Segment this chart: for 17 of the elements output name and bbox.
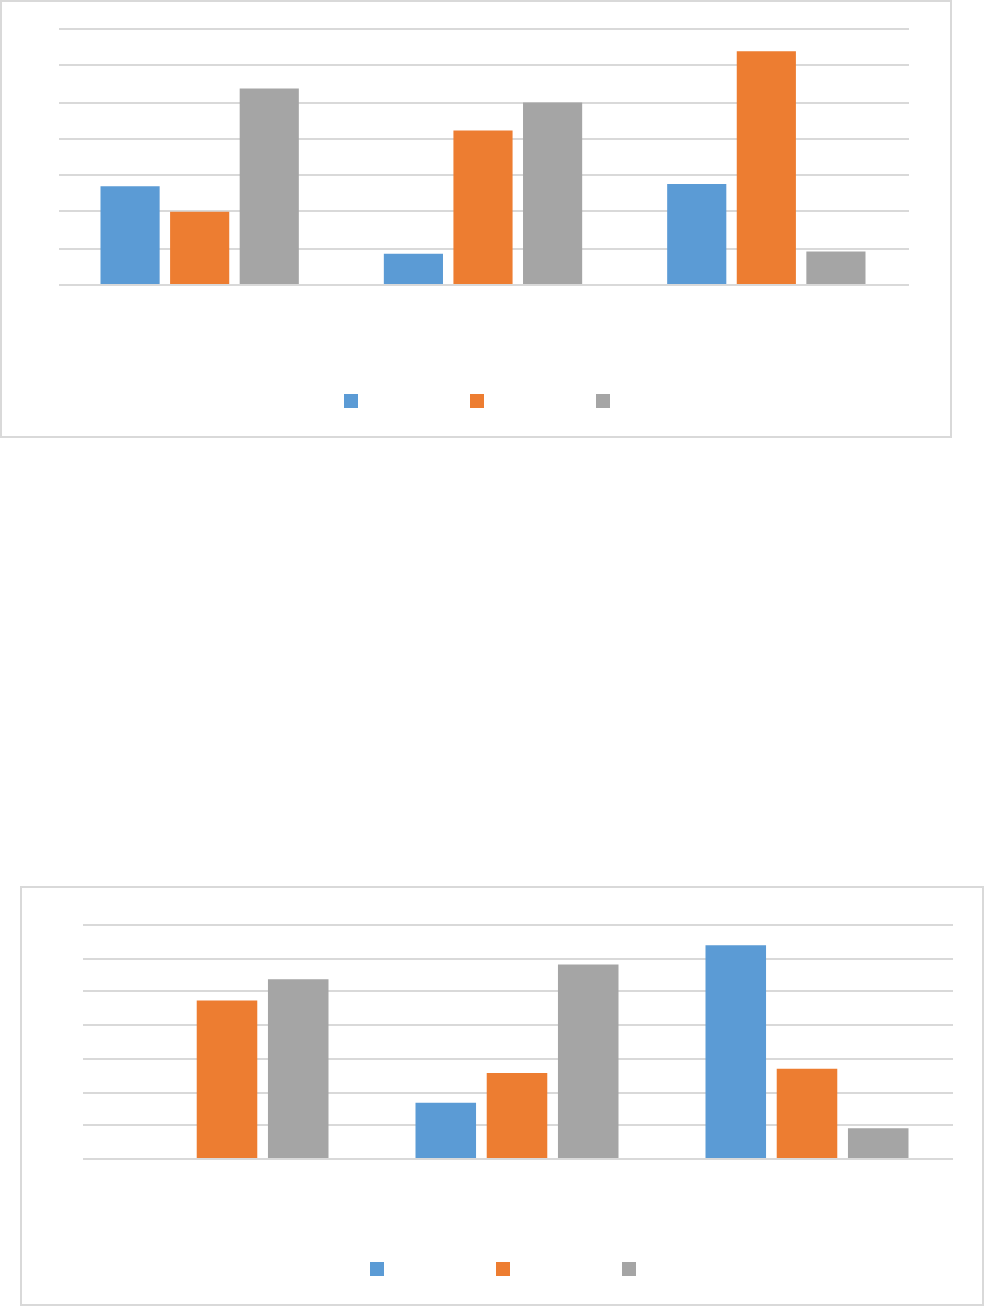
bar [100,186,160,284]
bar [806,251,866,284]
bar [383,253,443,284]
bar [239,88,299,284]
bar [523,102,583,284]
bar [667,183,727,284]
bar [847,1128,909,1158]
bar [415,1102,477,1158]
bar [196,1000,258,1158]
bar [267,979,329,1158]
bar [557,964,619,1158]
bar [776,1068,838,1158]
bar [736,51,796,284]
bar [486,1072,548,1158]
bar [705,945,767,1158]
bar [170,211,230,284]
bar [453,130,513,284]
